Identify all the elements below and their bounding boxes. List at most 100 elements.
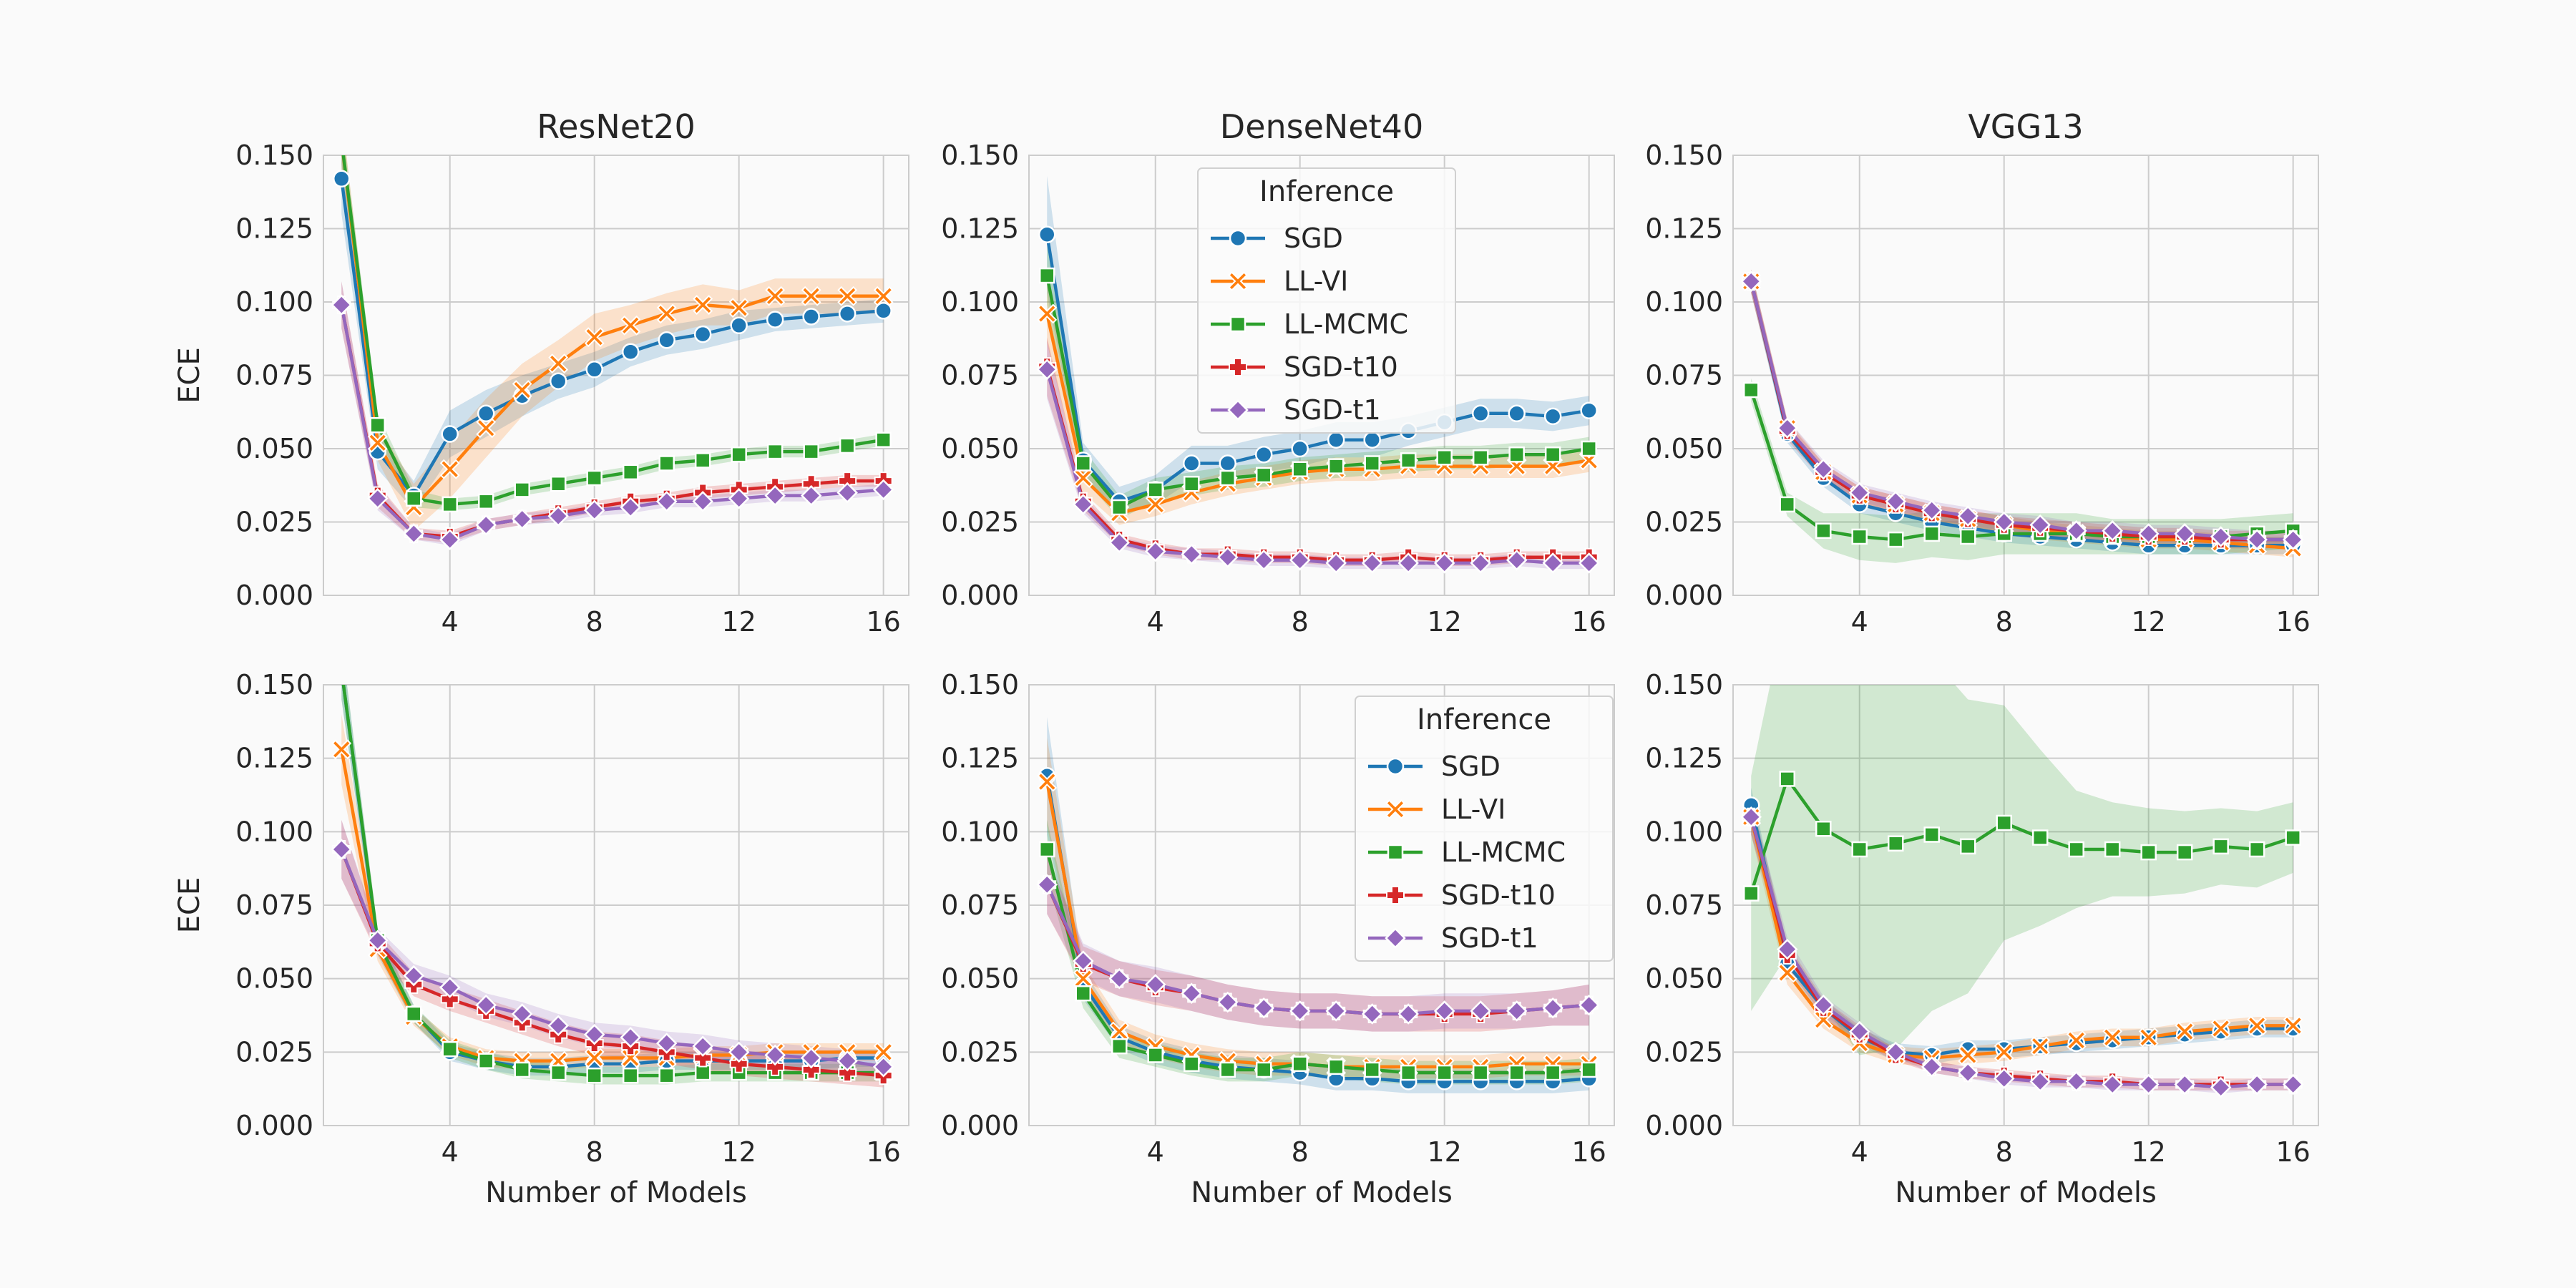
point-sgd-t1 <box>655 1033 678 1054</box>
point-sgd-t1 <box>1433 552 1455 574</box>
point-ll-mcmc <box>731 446 747 463</box>
legend-label: LL-VI <box>1441 794 1506 825</box>
point-ll-mcmc <box>1742 885 1760 902</box>
point-sgd-t1 <box>1848 482 1870 504</box>
point-sgd <box>621 343 640 361</box>
point-ll-mcmc <box>1436 449 1453 466</box>
y-tick-label: 0.125 <box>1645 213 1723 245</box>
point-ll-mcmc <box>2068 841 2084 858</box>
legend-marker <box>1385 927 1406 949</box>
point-ll-mcmc <box>514 1061 530 1078</box>
point-sgd-t1 <box>1813 458 1835 480</box>
legend-marker <box>1387 844 1404 861</box>
x-tick-label: 4 <box>1851 1136 1868 1168</box>
legend: Inference SGD LL-VI LL-MCMC SGD-t10 SGD-t1 <box>1355 696 1614 962</box>
legend-item-ll-vi: LL-VI <box>1211 265 1348 297</box>
point-sgd-t1 <box>1361 1003 1383 1025</box>
point-sgd-t1 <box>511 508 533 530</box>
y-axis-label: ECE <box>173 877 206 933</box>
point-sgd-t1 <box>655 491 678 512</box>
series-line-ll-mcmc <box>1045 275 1590 509</box>
point-ll-mcmc <box>1255 1061 1272 1078</box>
x-tick-label: 12 <box>1427 606 1461 638</box>
legend-label: LL-MCMC <box>1284 308 1408 340</box>
series-line-sgd-t1 <box>1045 884 1589 1016</box>
point-sgd-t1 <box>1253 997 1274 1019</box>
x-tick-label: 8 <box>1996 606 2013 638</box>
point-ll-mcmc <box>1742 381 1760 399</box>
point-ll-mcmc <box>1996 814 2012 831</box>
y-tick-label: 0.100 <box>941 816 1019 847</box>
point-sgd-t1 <box>1072 950 1094 972</box>
series-line-sgd <box>1045 234 1590 504</box>
point-sgd-t1 <box>728 1041 750 1063</box>
point-sgd-t1 <box>366 487 389 509</box>
point-sgd-t10 <box>838 1063 857 1083</box>
point-sgd <box>1219 454 1236 472</box>
point-ll-mcmc <box>1923 525 1940 542</box>
point-ll-mcmc <box>1544 1064 1561 1081</box>
y-tick-label: 0.025 <box>1645 507 1723 538</box>
point-sgd <box>802 308 820 326</box>
point-sgd-t1 <box>583 1023 605 1045</box>
point-ll-vi <box>584 327 605 348</box>
point-sgd-t1 <box>2210 526 2232 547</box>
point-sgd-t1 <box>1144 974 1166 995</box>
x-axis-label: Number of Models <box>1895 1176 2157 1209</box>
y-axis-label: ECE <box>173 347 206 403</box>
legend-item-sgd-t1: SGD-t1 <box>1211 394 1381 426</box>
point-ll-mcmc <box>1779 771 1795 787</box>
point-sgd <box>332 170 351 188</box>
point-ll-mcmc <box>1075 985 1091 1002</box>
series-line-sgd-t1 <box>1750 816 2293 1089</box>
point-ll-mcmc <box>1851 528 1868 545</box>
point-ll-mcmc <box>1508 1064 1525 1081</box>
point-ll-vi <box>367 432 388 453</box>
point-ll-mcmc <box>694 452 711 469</box>
x-tick-label: 12 <box>2131 606 2165 638</box>
point-ll-mcmc <box>1292 1055 1308 1073</box>
point-sgd-t1 <box>764 1044 786 1066</box>
series-line-sgd-t10 <box>1750 280 2293 542</box>
x-tick-label: 8 <box>1292 1136 1309 1168</box>
point-ll-mcmc <box>1581 1061 1597 1078</box>
point-ll-mcmc <box>369 416 386 434</box>
point-ll-vi <box>548 353 569 374</box>
point-ll-mcmc <box>1327 1058 1345 1075</box>
point-ll-mcmc <box>1581 440 1597 457</box>
series-line-sgd-t1 <box>340 849 884 1069</box>
point-sgd-t1 <box>547 1015 569 1037</box>
point-ll-mcmc <box>658 455 675 472</box>
point-ll-vi <box>439 459 460 479</box>
legend-marker <box>1385 799 1405 819</box>
point-sgd <box>766 311 784 328</box>
point-sgd-t1 <box>800 484 822 507</box>
point-sgd-t1 <box>1957 505 1979 527</box>
point-sgd-t1 <box>331 294 353 316</box>
point-ll-mcmc <box>2285 829 2301 846</box>
point-sgd <box>1580 401 1598 419</box>
point-sgd-t1 <box>1776 938 1798 960</box>
point-sgd-t10 <box>766 1057 785 1076</box>
point-sgd-t1 <box>1813 994 1835 1016</box>
y-tick-label: 0.025 <box>941 507 1019 538</box>
point-sgd-t1 <box>1181 982 1202 1004</box>
point-ll-vi <box>1777 962 1797 983</box>
point-ll-mcmc <box>875 431 892 448</box>
point-sgd-t1 <box>1253 550 1274 571</box>
point-sgd-t1 <box>2246 1073 2268 1096</box>
point-ll-mcmc <box>1472 1064 1489 1081</box>
point-ll-mcmc <box>622 1067 639 1084</box>
point-sgd-t1 <box>403 965 425 987</box>
point-ll-mcmc <box>1147 482 1163 498</box>
point-sgd-t1 <box>1289 550 1311 571</box>
point-ll-mcmc <box>441 496 458 513</box>
point-sgd <box>1543 407 1562 426</box>
point-sgd <box>585 361 603 379</box>
point-ll-vi <box>2102 1027 2123 1048</box>
point-ll-mcmc <box>2104 841 2121 858</box>
point-ll-mcmc <box>1508 446 1525 463</box>
point-ll-vi <box>2138 1027 2159 1048</box>
point-sgd-t1 <box>1289 1000 1311 1022</box>
point-ll-mcmc <box>1815 522 1832 540</box>
